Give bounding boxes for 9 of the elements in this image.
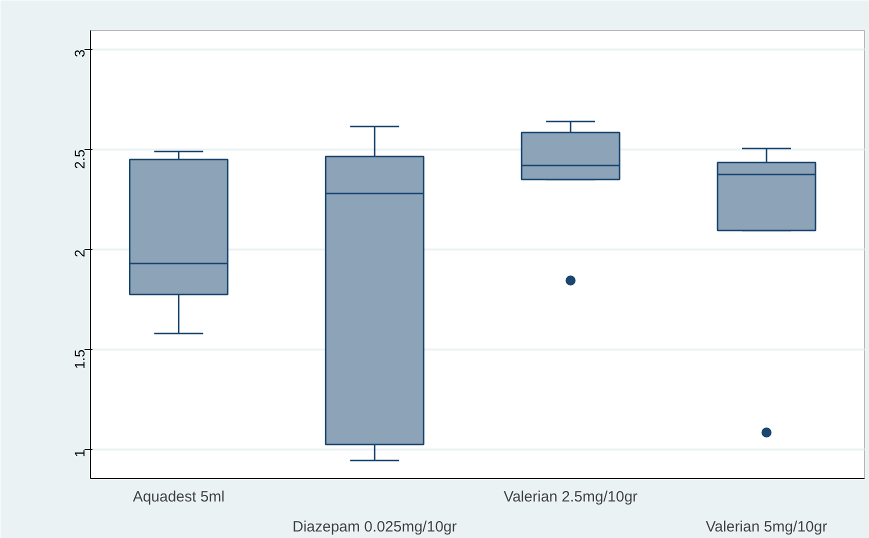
y-tick-label: 2.5 (72, 149, 88, 169)
x-tick-label: Aquadest 5ml (132, 488, 225, 506)
x-tick-label: Valerian 5mg/10gr (706, 518, 828, 536)
y-tick-label: 3 (72, 49, 88, 58)
x-tick-label: Valerian 2.5mg/10gr (504, 488, 638, 506)
x-tick-label: Diazepam 0.025mg/10gr (292, 518, 457, 536)
y-tick-label: 1.5 (72, 349, 88, 369)
y-tick-label: 2 (72, 249, 88, 258)
y-tick-label: 1 (72, 449, 88, 458)
